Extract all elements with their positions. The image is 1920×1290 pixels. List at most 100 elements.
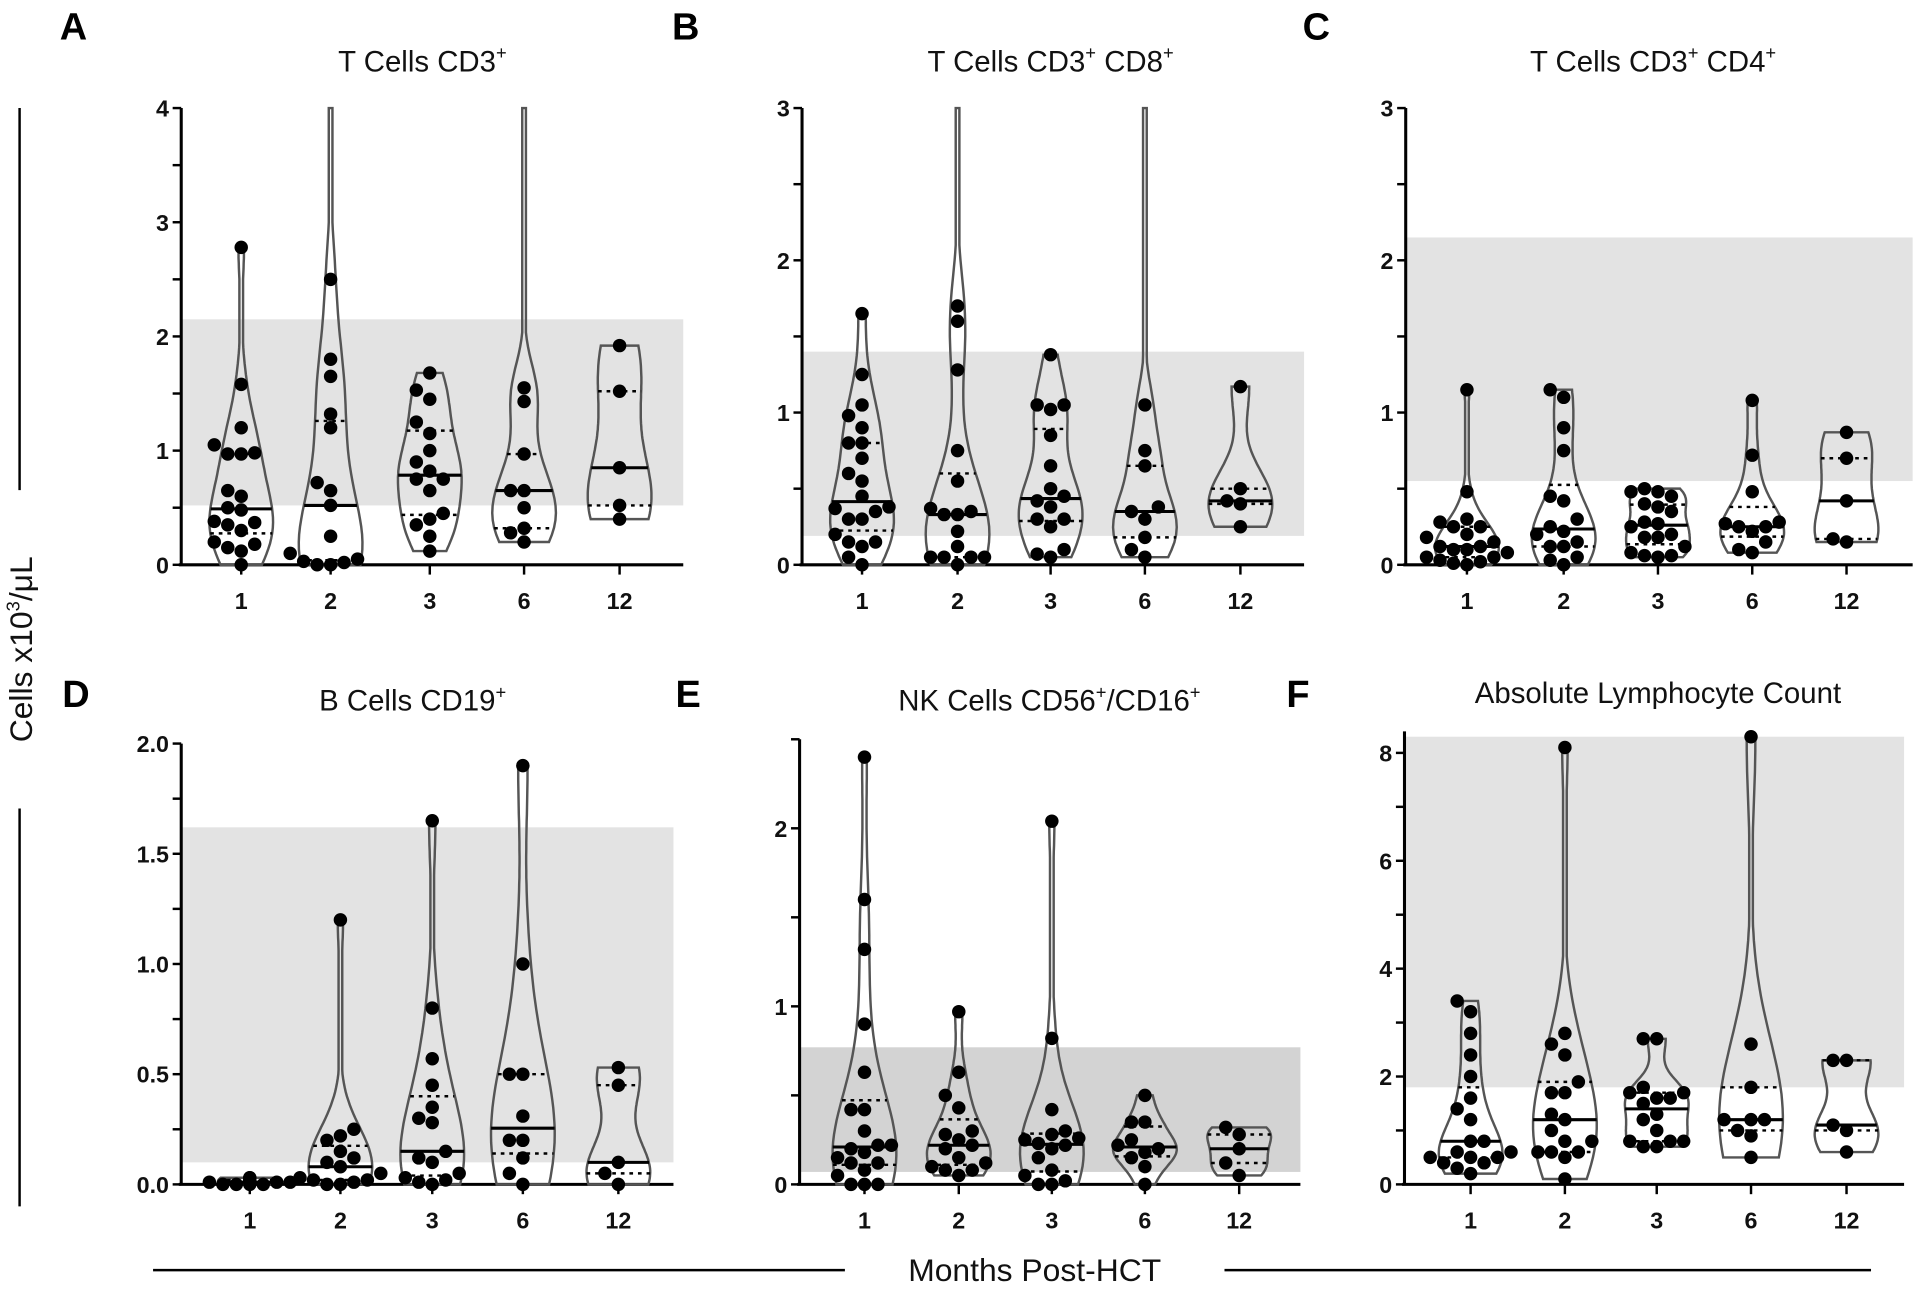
data-point <box>1124 542 1139 557</box>
violin-group-6 <box>491 106 558 549</box>
data-point <box>517 394 531 409</box>
data-point <box>1030 494 1044 508</box>
y-tick-label: 1.0 <box>137 952 169 978</box>
data-point <box>841 550 856 564</box>
data-point <box>841 535 856 549</box>
data-point <box>1543 539 1557 554</box>
data-point <box>1744 1112 1758 1127</box>
data-point <box>1531 1145 1545 1159</box>
data-point <box>423 426 437 441</box>
data-point <box>207 535 222 549</box>
title-sup: + <box>1096 681 1107 702</box>
data-point <box>1232 1168 1246 1183</box>
data-point <box>977 550 992 564</box>
x-tick-label: 1 <box>856 588 869 614</box>
y-tick-label: 0 <box>777 552 790 578</box>
data-point <box>1758 535 1773 549</box>
y-axis-title-unit: /μL <box>3 556 39 601</box>
panel-letter: B <box>672 6 699 48</box>
data-point <box>1504 1145 1518 1159</box>
y-tick-label: 6 <box>1379 848 1392 874</box>
x-tick-label: 3 <box>423 588 436 614</box>
data-point <box>1744 1080 1758 1095</box>
data-point <box>1544 1107 1559 1122</box>
data-point <box>965 1138 979 1152</box>
data-point <box>516 1177 530 1192</box>
data-point <box>1839 535 1854 549</box>
data-point <box>1556 494 1571 508</box>
data-point <box>1043 550 1058 564</box>
x-tick-label: 12 <box>607 588 633 614</box>
data-point <box>1556 539 1571 554</box>
data-point <box>1664 504 1679 519</box>
data-point <box>270 1175 284 1189</box>
data-point <box>517 521 531 535</box>
data-point <box>611 1155 626 1170</box>
data-point <box>841 512 856 526</box>
data-point <box>1446 542 1461 557</box>
y-tick-label: 2 <box>1379 1064 1392 1090</box>
x-tick-label: 3 <box>1045 1207 1058 1233</box>
data-point <box>1650 1123 1664 1138</box>
x-tick-label: 6 <box>1138 588 1151 614</box>
data-point <box>1124 1115 1139 1129</box>
data-point <box>612 512 627 526</box>
data-point <box>409 383 424 397</box>
data-point <box>1826 1053 1840 1068</box>
data-point <box>1043 459 1058 473</box>
data-point <box>283 546 297 561</box>
data-point <box>1571 1145 1586 1159</box>
data-point <box>950 558 965 572</box>
data-point <box>841 436 856 450</box>
panel-title: T Cells CD3+ CD4+ <box>1530 42 1776 78</box>
x-tick-label: 6 <box>518 588 531 614</box>
data-point <box>1138 550 1152 564</box>
data-point <box>611 1177 626 1192</box>
data-point <box>1624 520 1638 534</box>
data-point <box>1124 1150 1139 1165</box>
data-point <box>1487 550 1501 564</box>
data-point <box>1558 1048 1572 1062</box>
data-point <box>1571 1075 1586 1089</box>
violin-outline <box>491 106 558 544</box>
data-point <box>844 1177 858 1192</box>
data-point <box>1045 1102 1059 1117</box>
data-point <box>323 369 338 384</box>
violin-group-2 <box>925 1004 993 1183</box>
violin-outline <box>585 1066 652 1186</box>
data-point <box>423 464 437 478</box>
data-point <box>234 240 248 255</box>
violin-group-6 <box>1718 393 1786 560</box>
data-point <box>1419 550 1434 564</box>
data-point <box>1664 527 1679 542</box>
data-point <box>1570 535 1584 549</box>
reference-range-band <box>182 319 684 506</box>
data-point <box>436 506 450 521</box>
data-point <box>964 504 978 519</box>
data-point <box>1043 481 1058 496</box>
data-point <box>828 501 842 516</box>
y-tick-label: 2 <box>777 248 790 274</box>
violin-group-3 <box>1624 481 1692 564</box>
data-point <box>855 398 869 412</box>
violin-outline <box>1207 385 1274 528</box>
x-tick-label: 1 <box>235 588 248 614</box>
title-text: Absolute Lymphocyte Count <box>1475 677 1841 710</box>
data-point <box>1650 1091 1664 1105</box>
data-point <box>1745 484 1759 499</box>
y-tick-label: 2 <box>156 324 169 350</box>
data-point <box>202 1175 217 1189</box>
data-point <box>1624 484 1638 499</box>
data-point <box>1058 1124 1073 1138</box>
data-point <box>1031 1136 1046 1151</box>
data-point <box>1218 1120 1233 1135</box>
y-tick-label: 0 <box>1381 552 1394 578</box>
x-tick-label: 12 <box>1834 1207 1860 1233</box>
data-point <box>1651 500 1665 514</box>
data-point <box>1744 729 1758 744</box>
data-point <box>1744 1129 1758 1143</box>
data-point <box>1111 1138 1125 1152</box>
data-point <box>234 523 248 538</box>
y-tick-label: 2.0 <box>137 731 169 757</box>
